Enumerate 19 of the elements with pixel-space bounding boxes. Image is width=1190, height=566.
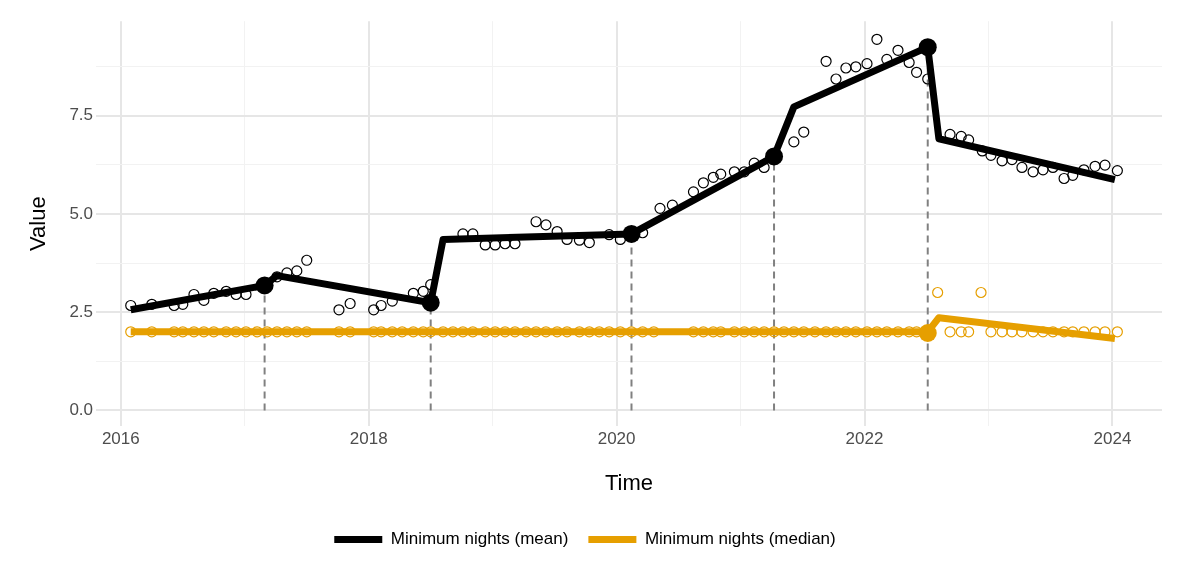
point <box>255 276 274 295</box>
point <box>918 324 937 343</box>
y-axis-title: Value <box>25 196 51 252</box>
point <box>765 147 784 166</box>
x-tick-label: 2016 <box>101 429 140 449</box>
point <box>622 224 641 243</box>
legend-label: Minimum nights (median) <box>644 529 836 549</box>
y-tick-label: 7.5 <box>69 105 94 125</box>
x-tick-label: 2024 <box>1093 429 1132 449</box>
y-tick-label: 2.5 <box>69 301 94 321</box>
x-tick-label: 2018 <box>349 429 388 449</box>
x-tick-label: 2020 <box>597 429 636 449</box>
legend-label: Minimum nights (mean) <box>390 529 569 549</box>
y-tick-label: 0.0 <box>69 400 94 420</box>
x-axis-title: Time <box>604 469 654 495</box>
y-tick-label: 5.0 <box>69 203 94 223</box>
point <box>421 293 440 312</box>
point <box>918 38 937 57</box>
x-tick-label: 2022 <box>845 429 884 449</box>
